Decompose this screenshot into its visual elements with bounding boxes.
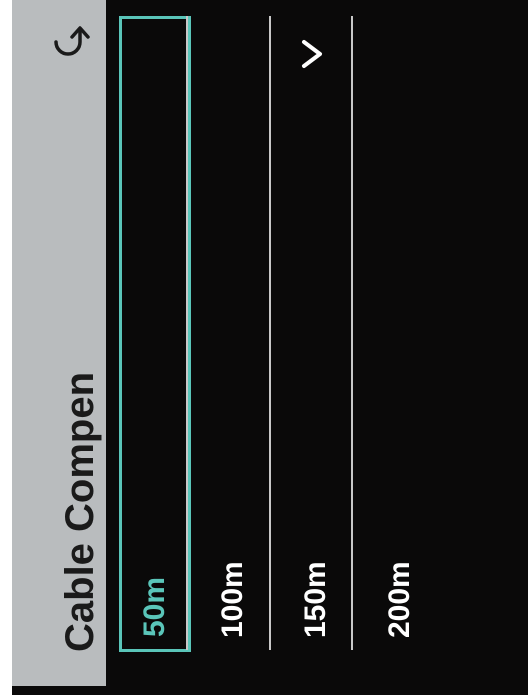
option-150m[interactable]: 150m [271,16,343,652]
divider [186,16,188,650]
bottom-edge [12,686,528,695]
option-list [106,0,528,686]
option-label: 150m [299,561,332,638]
option-200m[interactable]: 200m [355,16,427,652]
divider [269,16,271,650]
option-label: 100m [216,561,249,638]
option-100m[interactable]: 100m [188,16,260,652]
option-label: 200m [383,561,416,638]
header-bar: Cable Compen [12,0,106,686]
option-label: 50m [138,576,171,637]
undo-arrow-icon[interactable] [50,20,90,60]
divider [351,16,353,650]
chevron-right-icon[interactable] [298,38,328,70]
left-margin [0,0,12,695]
option-50m[interactable]: 50m [119,16,191,652]
page-title: Cable Compen [58,371,102,652]
